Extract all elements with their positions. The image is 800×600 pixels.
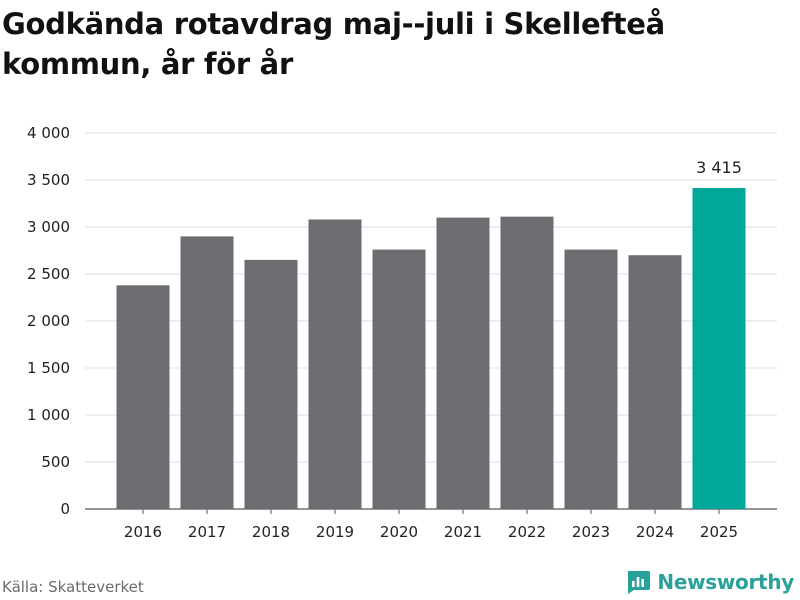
data-label-highlight: 3 415 [696,158,742,177]
x-tick-label: 2019 [316,523,354,541]
bar-2025 [692,187,746,510]
bar-2021 [436,217,490,509]
x-tick-label: 2023 [572,523,610,541]
y-axis-ticks: 0 500 1 000 1 500 2 000 2 500 3 000 3 500 4 000 [27,124,70,518]
bar-2019 [308,219,362,510]
x-tick-label: 2024 [636,523,674,541]
x-tick-label: 2018 [252,523,290,541]
chart-title: Godkända rotavdrag maj--juli i Skellefte… [2,7,665,81]
x-tick-label: 2025 [700,523,738,541]
x-tick-label: 2016 [124,523,162,541]
y-tick-label: 1 500 [27,359,70,377]
y-tick-label: 1 000 [27,406,70,424]
y-tick-label: 0 [60,500,70,518]
y-tick-label: 2 500 [27,265,70,283]
y-tick-label: 3 500 [27,171,70,189]
y-tick-label: 4 000 [27,124,70,142]
bars [116,187,746,510]
x-tick-label: 2021 [444,523,482,541]
y-tick-label: 2 000 [27,312,70,330]
brand-name: Newsworthy [657,570,794,594]
bar-2020 [372,249,426,509]
x-tick-label: 2020 [380,523,418,541]
bar-2022 [500,216,554,509]
bar-2018 [244,259,298,509]
bar-2016 [116,285,170,509]
data-labels: 3 415 [696,158,742,177]
source-note: Källa: Skatteverket [2,578,144,596]
newsworthy-logo-icon [628,571,651,594]
x-tick-label: 2022 [508,523,546,541]
bar-2023 [564,249,618,509]
bar-2024 [628,255,682,509]
y-tick-label: 3 000 [27,218,70,236]
bar-2017 [180,236,234,509]
brand-logo[interactable]: Newsworthy [625,569,794,595]
x-axis-ticks: 2016 2017 2018 2019 2020 2021 2022 2023 2024 2025 [124,509,738,541]
y-tick-label: 500 [41,453,70,471]
x-tick-label: 2017 [188,523,226,541]
